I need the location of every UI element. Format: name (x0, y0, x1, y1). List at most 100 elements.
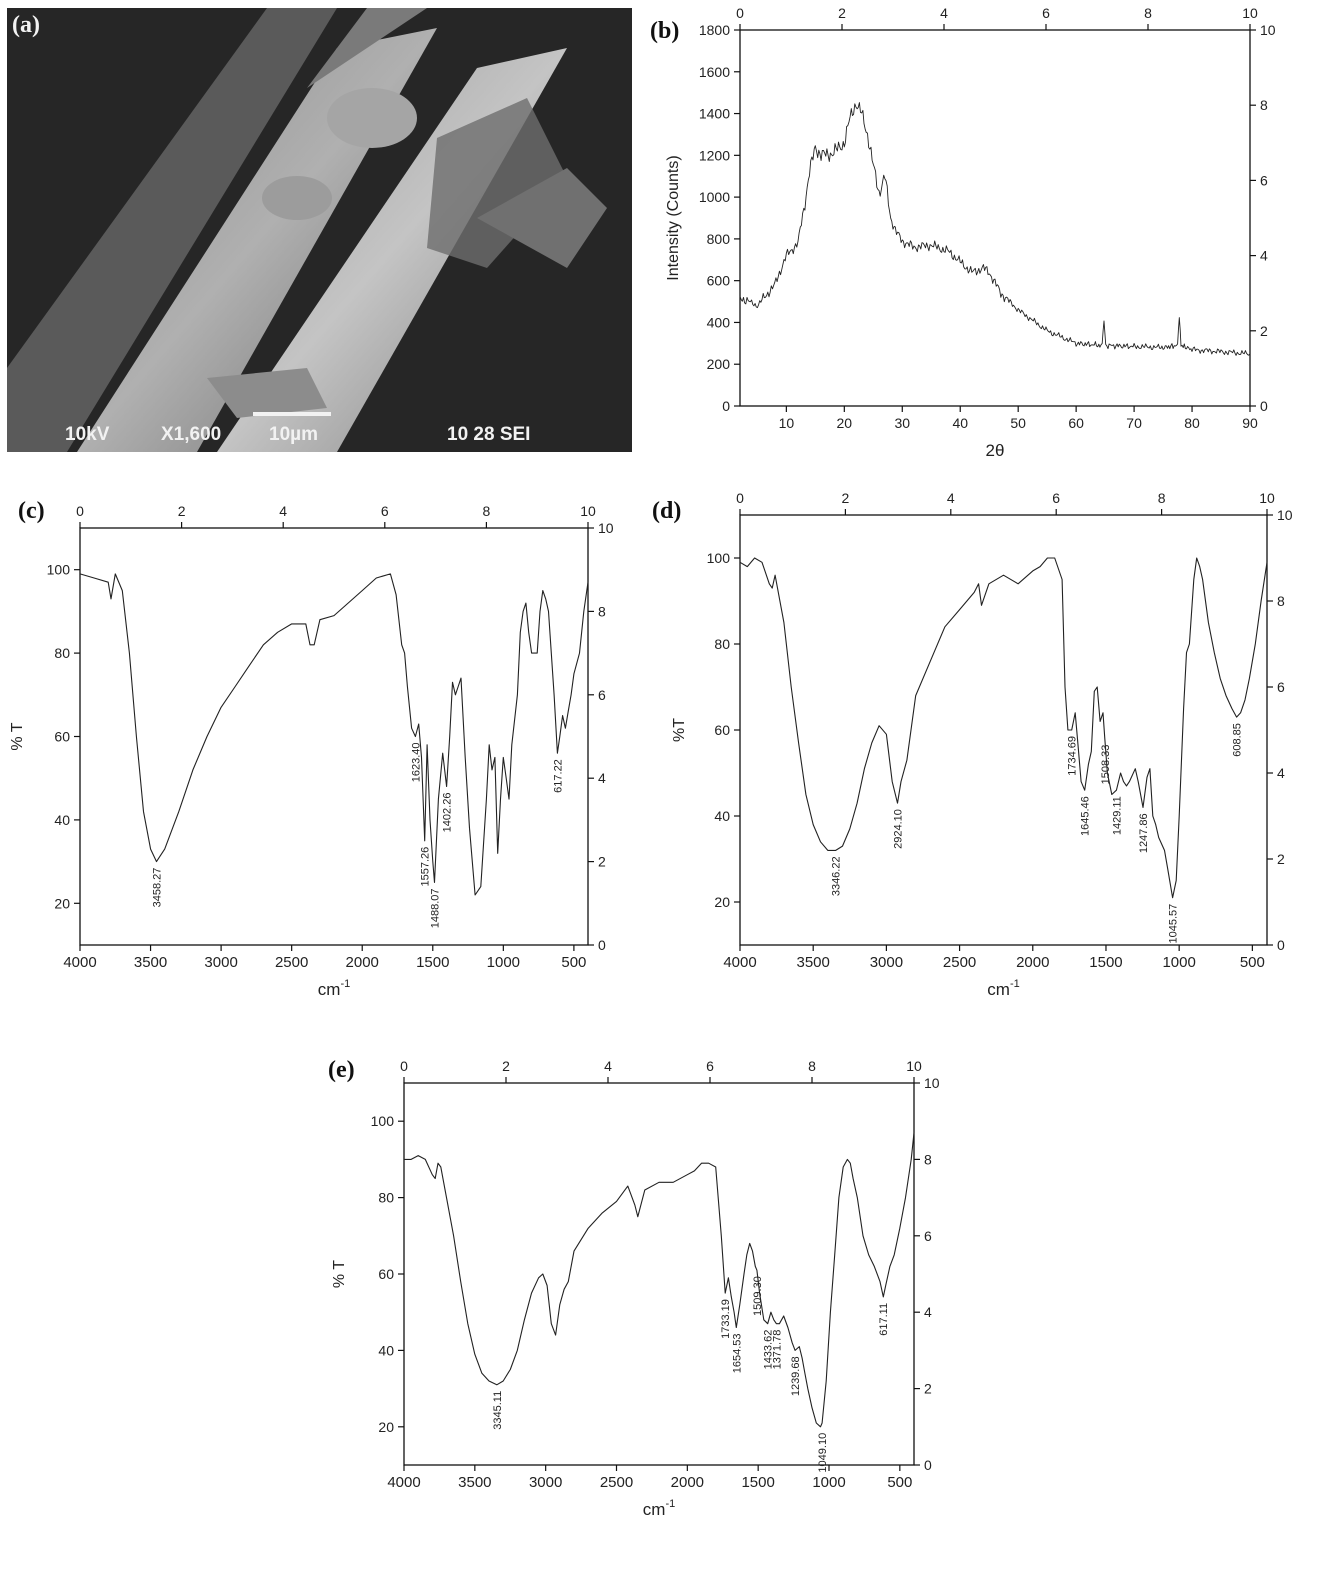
sem-image: 10kV X1,600 10µm 10 28 SEI (7, 8, 632, 452)
sem-fibers-drawing (7, 8, 632, 452)
x-axis-label-superscript: -1 (340, 978, 350, 990)
x-tick-label: 4000 (387, 1474, 420, 1491)
peak-label: 1429.11 (1111, 796, 1123, 835)
right-tick-label: 6 (1277, 679, 1285, 695)
plot-frame (739, 29, 1251, 407)
top-tick-label: 8 (483, 503, 491, 519)
top-tick-label: 2 (838, 5, 846, 21)
series-line (739, 102, 1251, 356)
panel-d: (d) 4000 3500 3000 2500 2000 1500 1000 500 20 40 6… (652, 480, 1322, 1040)
x-tick-label: 500 (887, 1474, 912, 1491)
x-tick-label: 3000 (529, 1474, 562, 1491)
peak-label: 608.85 (1232, 723, 1244, 757)
right-tick-label: 4 (924, 1304, 932, 1320)
panel-letter-a: (a) (12, 12, 40, 38)
top-tick-label: 4 (279, 503, 287, 519)
top-tick-label: 2 (842, 490, 850, 506)
peak-label: 1645.46 (1080, 796, 1092, 836)
sem-voltage: 10kV (65, 424, 110, 445)
top-tick-label: 0 (736, 490, 744, 506)
top-tick-label: 10 (1259, 490, 1275, 506)
x-tick-label: 1500 (1089, 954, 1122, 971)
x-tick-label: 500 (561, 954, 586, 971)
top-tick-label: 10 (906, 1058, 922, 1074)
y-tick-label: 80 (714, 636, 730, 652)
x-axis-label: 2θ (986, 441, 1005, 460)
peak-label: 617.22 (552, 759, 564, 793)
peak-label: 1402.26 (442, 793, 454, 833)
x-tick-label: 20 (837, 415, 853, 431)
sem-scale-label: 10µm (269, 424, 318, 445)
x-tick-label: 60 (1068, 415, 1084, 431)
top-tick-label: 8 (1158, 490, 1166, 506)
x-tick-label: 3500 (797, 954, 830, 971)
peak-label: 1509.30 (752, 1276, 764, 1316)
x-tick-label: 70 (1126, 415, 1142, 431)
y-tick-label: 1600 (699, 64, 730, 80)
right-tick-label: 8 (598, 603, 606, 619)
peak-label: 1433.62 (763, 1330, 775, 1370)
x-tick-label: 3000 (204, 954, 237, 971)
x-axis-label-superscript: -1 (665, 1498, 675, 1510)
top-tick-label: 8 (1144, 5, 1152, 21)
top-tick-label: 10 (580, 503, 596, 519)
peak-label: 1508.33 (1100, 745, 1112, 785)
sem-info: 10 28 SEI (447, 424, 531, 445)
x-tick-label: 40 (952, 415, 968, 431)
right-tick-label: 6 (924, 1228, 932, 1244)
y-tick-label: 100 (371, 1113, 395, 1129)
right-tick-label: 10 (598, 520, 614, 536)
y-tick-label: 100 (707, 550, 731, 566)
x-tick-label: 1000 (1162, 954, 1195, 971)
right-tick-label: 4 (1277, 765, 1285, 781)
y-axis-label: % T (331, 1260, 348, 1288)
x-tick-label: 1500 (741, 1474, 774, 1491)
y-tick-label: 600 (707, 273, 731, 289)
top-tick-label: 0 (76, 503, 84, 519)
y-tick-label: 40 (54, 812, 70, 828)
panel-letter-e: (e) (328, 1057, 355, 1083)
x-axis-label: cm-1 (643, 1498, 675, 1519)
right-tick-label: 0 (924, 1457, 932, 1473)
top-tick-label: 6 (706, 1058, 714, 1074)
x-tick-label: 30 (894, 415, 910, 431)
top-tick-label: 6 (1042, 5, 1050, 21)
top-tick-label: 0 (400, 1058, 408, 1074)
ftir-chart-e: 4000 3500 3000 2500 2000 1500 1000 500204060801… (331, 1058, 940, 1519)
y-axis-label: %T (671, 718, 688, 742)
right-tick-label: 0 (1260, 398, 1268, 414)
top-tick-label: 10 (1242, 5, 1258, 21)
top-tick-label: 6 (381, 503, 389, 519)
x-tick-label: 2500 (600, 1474, 633, 1491)
top-tick-label: 2 (178, 503, 186, 519)
peak-label: 617.11 (878, 1303, 890, 1336)
x-tick-label: 80 (1184, 415, 1200, 431)
x-tick-label: 500 (1240, 954, 1265, 971)
x-tick-label: 3500 (458, 1474, 491, 1491)
y-tick-label: 60 (54, 729, 70, 745)
right-tick-label: 10 (924, 1075, 940, 1091)
panel-letter-b: (b) (650, 18, 680, 44)
y-tick-label: 20 (54, 895, 70, 911)
y-tick-label: 40 (378, 1342, 394, 1358)
peak-label: 2924.10 (893, 809, 905, 849)
x-tick-label: 2000 (1016, 954, 1049, 971)
xrd-chart: 10 20 30 40 50 60 70 80 900200400600800100012001… (665, 5, 1276, 460)
x-tick-label: 2500 (943, 954, 976, 971)
y-tick-label: 20 (378, 1419, 394, 1435)
y-tick-label: 1000 (699, 189, 730, 205)
right-tick-label: 6 (598, 687, 606, 703)
x-tick-label: 4000 (63, 954, 96, 971)
y-tick-label: 40 (714, 808, 730, 824)
y-tick-label: 1400 (699, 106, 730, 122)
peak-label: 1623.40 (410, 743, 422, 783)
y-tick-label: 60 (378, 1266, 394, 1282)
x-axis-label: cm-1 (318, 978, 350, 999)
y-tick-label: 100 (47, 562, 71, 578)
peak-label: 3458.27 (151, 868, 163, 908)
right-tick-label: 4 (1260, 248, 1268, 264)
top-tick-label: 4 (604, 1058, 612, 1074)
peak-label: 3346.22 (831, 856, 843, 896)
peak-label: 1557.26 (420, 847, 432, 887)
right-tick-label: 10 (1277, 507, 1293, 523)
